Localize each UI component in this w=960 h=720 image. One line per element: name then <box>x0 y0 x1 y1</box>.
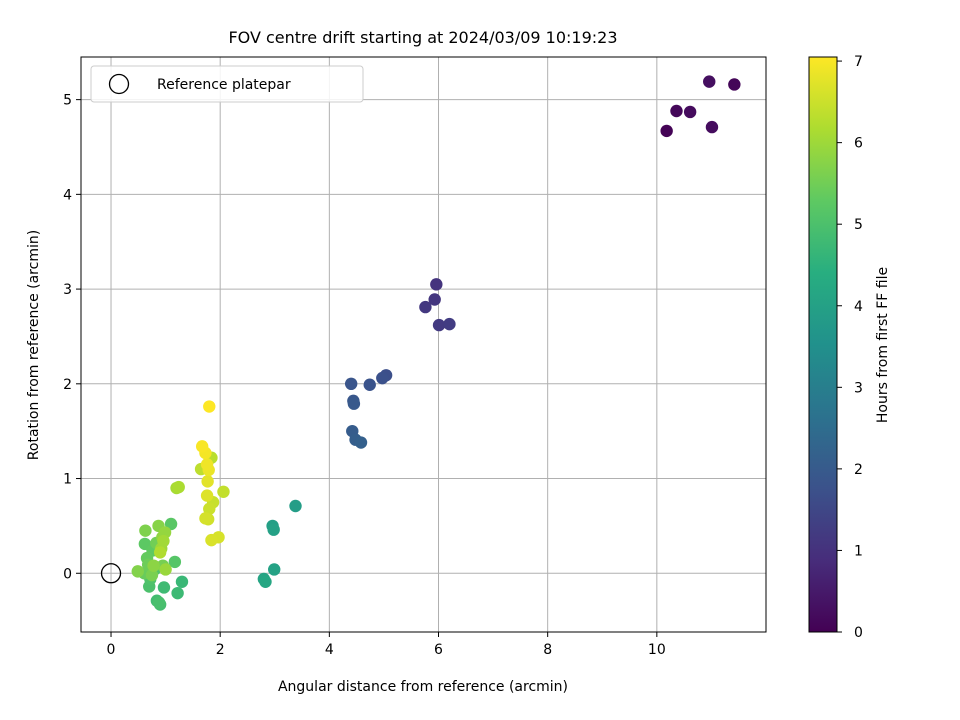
legend-reference-label: Reference platepar <box>157 77 291 93</box>
data-point <box>201 475 214 488</box>
y-tick-label: 2 <box>63 377 72 393</box>
data-point <box>152 596 166 609</box>
data-point <box>344 377 358 391</box>
colorbar-tick-label: 0 <box>854 625 863 641</box>
data-point <box>683 105 697 119</box>
data-point <box>157 581 171 594</box>
data-points <box>100 75 741 611</box>
data-point <box>347 397 361 410</box>
data-point <box>289 499 302 513</box>
colorbar-ticks: 0 1 2 3 4 5 6 7 <box>837 54 863 641</box>
x-axis-label: Angular distance from reference (arcmin) <box>278 679 568 695</box>
colorbar-tick-label: 5 <box>854 217 863 233</box>
data-point <box>203 400 216 413</box>
data-point <box>200 458 214 471</box>
y-tick-label: 4 <box>63 187 72 203</box>
reference-platepar-marker <box>100 563 122 584</box>
data-point <box>199 512 212 525</box>
plot-frame <box>80 56 767 633</box>
colorbar-tick-label: 3 <box>854 380 863 396</box>
data-point <box>268 563 281 576</box>
data-point <box>428 293 441 306</box>
legend-box <box>90 65 364 103</box>
data-point <box>205 533 218 547</box>
y-tick-label: 1 <box>63 472 72 488</box>
data-point <box>705 120 719 134</box>
x-tick-label: 4 <box>325 642 334 658</box>
chart-title: FOV centre drift starting at 2024/03/09 … <box>228 28 617 47</box>
data-point <box>195 440 209 453</box>
data-point <box>660 124 673 138</box>
data-point <box>171 586 184 600</box>
data-point <box>175 575 189 588</box>
data-point <box>430 278 443 291</box>
legend-reference-marker <box>108 73 130 95</box>
data-point <box>159 563 172 576</box>
data-point <box>728 78 741 91</box>
colorbar-gradient <box>808 56 838 633</box>
x-tick-label: 0 <box>107 642 116 658</box>
data-point <box>267 523 280 536</box>
data-point <box>703 75 716 88</box>
colorbar-tick-label: 7 <box>854 54 863 70</box>
data-point <box>145 568 159 582</box>
x-tick-label: 8 <box>543 642 552 658</box>
data-point <box>203 502 216 516</box>
data-point <box>443 317 456 331</box>
data-point <box>172 480 185 494</box>
data-point <box>200 489 214 502</box>
data-point <box>419 300 432 314</box>
colorbar-tick-label: 2 <box>854 462 863 478</box>
data-point <box>670 104 683 118</box>
data-point <box>432 318 446 332</box>
colorbar-tick-label: 1 <box>854 543 863 559</box>
data-point <box>153 546 167 559</box>
y-axis-ticks: 0 1 2 3 4 5 <box>63 93 81 582</box>
data-point <box>217 485 230 499</box>
data-point <box>157 534 170 548</box>
y-tick-label: 3 <box>63 282 72 298</box>
legend: Reference platepar <box>90 65 364 103</box>
data-point <box>131 565 144 578</box>
y-tick-label: 0 <box>63 566 72 582</box>
data-point <box>259 575 272 588</box>
data-point <box>139 524 152 537</box>
x-tick-label: 6 <box>434 642 443 658</box>
data-point <box>147 559 160 572</box>
grid-lines <box>81 57 766 632</box>
colorbar-tick-label: 6 <box>854 136 863 152</box>
colorbar-tick-label: 4 <box>854 299 863 315</box>
x-tick-label: 2 <box>216 642 225 658</box>
y-axis-label: Rotation from reference (arcmin) <box>26 230 42 460</box>
colorbar-label: Hours from first FF file <box>875 267 891 423</box>
data-point <box>376 371 389 385</box>
y-tick-label: 5 <box>63 93 72 109</box>
data-point <box>354 436 368 449</box>
x-axis-ticks: 0 2 4 6 8 10 <box>107 632 666 658</box>
colorbar: 0 1 2 3 4 5 6 7 Hours from first FF file <box>808 54 891 641</box>
x-tick-label: 10 <box>648 642 666 658</box>
data-point <box>168 555 182 569</box>
data-point <box>363 378 376 391</box>
